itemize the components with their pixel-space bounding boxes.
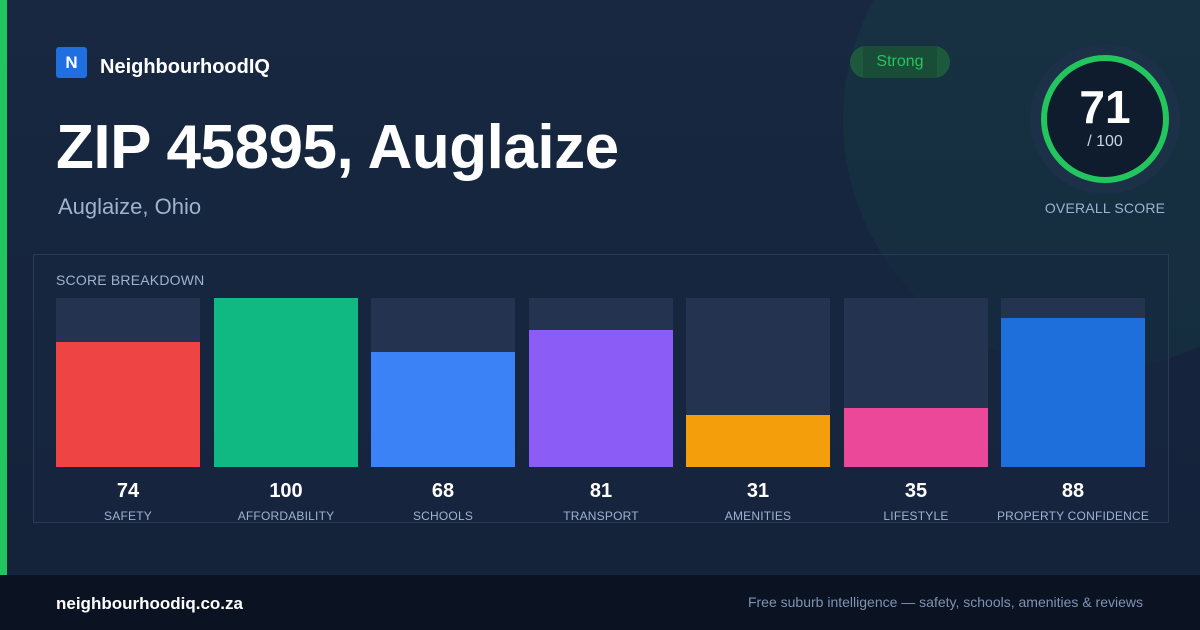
brand-logo-icon: N: [56, 47, 87, 78]
bar-value: 88: [1061, 480, 1085, 502]
score-ring-arc: [1041, 55, 1169, 183]
overall-score-label: OVERALL SCORE: [1044, 200, 1166, 216]
bar-track: [371, 298, 515, 467]
breakdown-bar-lifestyle: 35 LIFESTYLE: [844, 298, 988, 524]
score-breakdown-panel: SCORE BREAKDOWN 74 SAFETY 100 AFFORDABILITY…: [33, 254, 1169, 523]
overall-score-ring: 71 / 100: [1030, 44, 1180, 194]
overall-score-value: 71: [1079, 81, 1131, 133]
brand-name: NeighbourhoodIQ: [100, 56, 270, 78]
breakdown-bar-amenities: 31 AMENITIES: [686, 298, 830, 524]
bar-fill: [56, 342, 200, 467]
breakdown-bar-affordability: 100 AFFORDABILITY: [214, 298, 358, 524]
breakdown-bar-safety: 74 SAFETY: [56, 298, 200, 524]
footer: neighbourhoodiq.co.za Free suburb intell…: [0, 575, 1200, 630]
bar-fill: [686, 415, 830, 467]
share-card: N NeighbourhoodIQ ZIP 45895, Auglaize Au…: [0, 0, 1200, 575]
bar-label: LIFESTYLE: [883, 509, 949, 523]
bar-label: AFFORDABILITY: [237, 509, 335, 523]
brand: N NeighbourhoodIQ: [56, 46, 270, 79]
bar-value: 68: [431, 480, 455, 502]
bar-track: [214, 298, 358, 467]
bar-value: 74: [116, 480, 140, 502]
score-ring-icon: [1030, 44, 1180, 194]
overall-score-max: / 100: [1087, 133, 1123, 150]
bar-value: 100: [269, 480, 303, 502]
bar-fill: [214, 298, 358, 467]
breakdown-bar-transport: 81 TRANSPORT: [529, 298, 673, 524]
bar-label: PROPERTY CONFIDENCE: [996, 509, 1150, 523]
footer-url[interactable]: neighbourhoodiq.co.za: [56, 594, 243, 613]
bar-value: 81: [589, 480, 613, 502]
breakdown-bar-property-confidence: 88 PROPERTY CONFIDENCE: [997, 298, 1149, 524]
bar-value: 31: [746, 480, 770, 502]
page-title: ZIP 45895, Auglaize: [56, 113, 619, 182]
location-subtitle: Auglaize, Ohio: [58, 194, 202, 219]
bar-fill: [371, 352, 515, 467]
breakdown-bar-schools: 68 SCHOOLS: [371, 298, 515, 524]
bar-track: [686, 298, 830, 467]
bar-track: [1001, 298, 1145, 467]
rating-badge: Strong: [850, 46, 950, 78]
bar-label: AMENITIES: [724, 509, 792, 523]
bar-fill: [844, 408, 988, 467]
bar-track: [529, 298, 673, 467]
bar-value: 35: [904, 480, 928, 502]
bar-fill: [529, 330, 673, 467]
bar-label: TRANSPORT: [563, 509, 639, 523]
bar-fill: [1001, 318, 1145, 467]
bar-track: [844, 298, 988, 467]
bar-label: SCHOOLS: [412, 509, 474, 523]
accent-bar: [0, 0, 7, 575]
footer-tagline: Free suburb intelligence — safety, schoo…: [747, 594, 1143, 610]
breakdown-title: SCORE BREAKDOWN: [56, 272, 205, 288]
rating-badge-label: Strong: [863, 46, 937, 78]
bar-track: [56, 298, 200, 467]
bar-label: SAFETY: [104, 509, 152, 523]
